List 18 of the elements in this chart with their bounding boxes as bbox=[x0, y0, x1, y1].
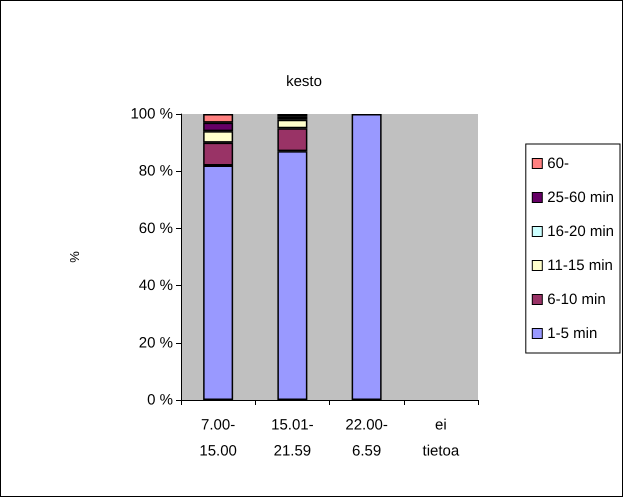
y-tick-label: 60 % bbox=[138, 220, 173, 237]
legend-label: 11-15 min bbox=[547, 257, 613, 274]
legend-label: 6-10 min bbox=[547, 291, 606, 308]
x-tick-label: ei tietoa bbox=[422, 416, 460, 460]
y-tick-label: 80 % bbox=[138, 162, 173, 180]
y-tick-label: 0 % bbox=[147, 392, 173, 408]
y-axis-title: % bbox=[67, 250, 82, 263]
x-tick-label: 7.00- 15.00 bbox=[199, 416, 237, 460]
y-tick-label: 100 % bbox=[130, 106, 173, 122]
chart-title: kesto bbox=[286, 73, 322, 90]
legend-label: 1-5 min bbox=[547, 325, 598, 342]
legend-label: 16-20 min bbox=[547, 223, 614, 240]
x-tick-label: 15.01- 21.59 bbox=[271, 416, 314, 460]
x-tick-label: 22.00- 6.59 bbox=[345, 416, 388, 460]
y-tick-label: 40 % bbox=[138, 277, 173, 294]
y-tick-label: 20 % bbox=[138, 334, 173, 352]
legend-label: 25-60 min bbox=[547, 189, 614, 206]
legend-label: 60- bbox=[547, 155, 569, 172]
